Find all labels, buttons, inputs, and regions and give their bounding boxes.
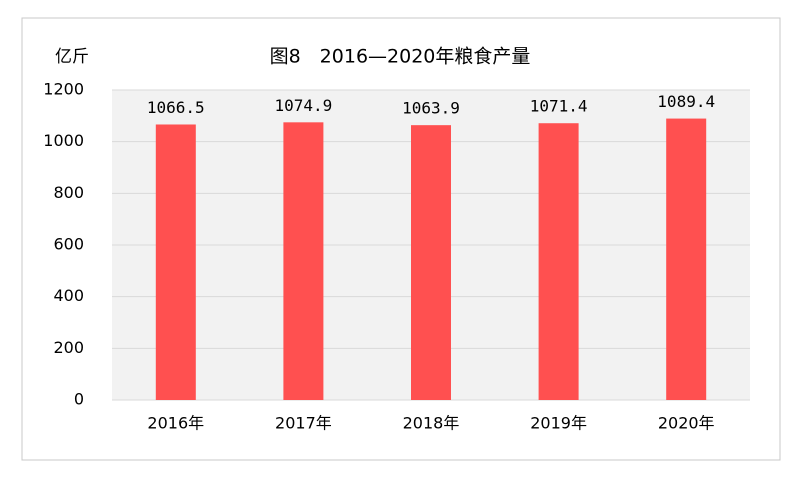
y-tick-label: 600	[53, 235, 84, 254]
y-tick-label: 1000	[43, 131, 84, 150]
bar	[666, 118, 707, 401]
y-tick-label: 0	[74, 390, 84, 409]
y-axis-label: 亿斤	[55, 47, 89, 67]
y-tick-label: 400	[53, 286, 84, 305]
y-tick-label: 800	[53, 183, 84, 202]
value-label: 1063.9	[402, 99, 460, 118]
bar	[155, 124, 196, 401]
value-label: 1071.4	[530, 97, 588, 116]
x-tick-label: 2017年	[275, 414, 332, 433]
value-label: 1089.4	[657, 92, 715, 111]
y-tick-label: 200	[53, 338, 84, 357]
value-label: 1066.5	[147, 98, 205, 117]
x-tick-label: 2020年	[658, 414, 715, 433]
bar	[283, 122, 324, 400]
x-tick-label: 2019年	[530, 414, 587, 433]
value-label: 1074.9	[275, 96, 333, 115]
y-tick-label: 1200	[43, 80, 84, 99]
x-tick-label: 2018年	[403, 414, 460, 433]
bar	[411, 125, 451, 400]
bar	[538, 123, 579, 400]
x-tick-label: 2016年	[147, 414, 204, 433]
chart-title: 图8 2016—2020年粮食产量	[270, 46, 531, 68]
